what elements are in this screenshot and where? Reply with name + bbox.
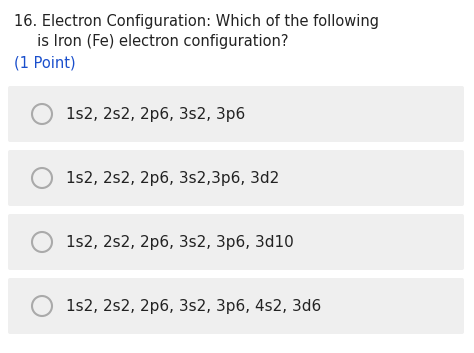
FancyBboxPatch shape	[8, 214, 464, 270]
FancyBboxPatch shape	[8, 278, 464, 334]
Text: 1s2, 2s2, 2p6, 3s2,3p6, 3d2: 1s2, 2s2, 2p6, 3s2,3p6, 3d2	[66, 170, 279, 185]
Text: 1s2, 2s2, 2p6, 3s2, 3p6, 3d10: 1s2, 2s2, 2p6, 3s2, 3p6, 3d10	[66, 234, 294, 250]
Text: (1 Point): (1 Point)	[14, 56, 76, 71]
Text: 1s2, 2s2, 2p6, 3s2, 3p6, 4s2, 3d6: 1s2, 2s2, 2p6, 3s2, 3p6, 4s2, 3d6	[66, 299, 321, 313]
FancyBboxPatch shape	[8, 150, 464, 206]
FancyBboxPatch shape	[8, 86, 464, 142]
Text: 16. Electron Configuration: Which of the following: 16. Electron Configuration: Which of the…	[14, 14, 379, 29]
Text: 1s2, 2s2, 2p6, 3s2, 3p6: 1s2, 2s2, 2p6, 3s2, 3p6	[66, 107, 245, 121]
Text: is Iron (Fe) electron configuration?: is Iron (Fe) electron configuration?	[14, 34, 289, 49]
